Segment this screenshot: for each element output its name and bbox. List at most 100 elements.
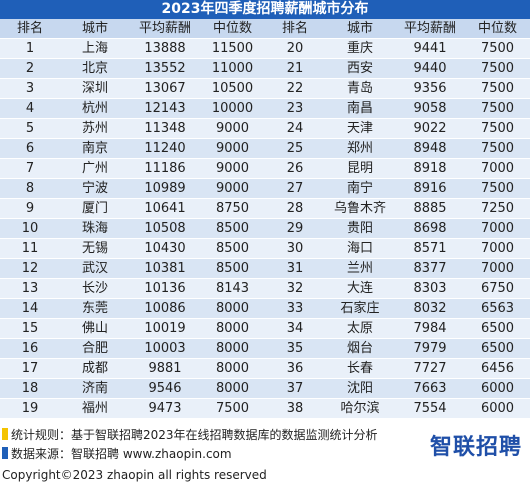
cell-rank: 28 <box>265 198 325 219</box>
cell-rank: 11 <box>0 238 60 259</box>
cell-avg-salary: 13888 <box>130 38 200 59</box>
header-city: 城市 <box>325 19 395 39</box>
table-row: 17 成都 9881 8000 36 长春 7727 6456 <box>0 358 530 379</box>
header-rank: 排名 <box>265 19 325 39</box>
cell-avg-salary: 10641 <box>130 198 200 219</box>
table-row: 5 苏州 11348 9000 24 天津 9022 7500 <box>0 118 530 139</box>
cell-avg-salary: 11240 <box>130 138 200 159</box>
cell-city: 北京 <box>60 58 130 79</box>
cell-avg-salary: 10086 <box>130 298 200 319</box>
cell-avg-salary: 11348 <box>130 118 200 139</box>
cell-median: 8500 <box>200 218 265 239</box>
cell-city: 成都 <box>60 358 130 379</box>
cell-rank: 5 <box>0 118 60 139</box>
cell-rank: 2 <box>0 58 60 79</box>
cell-avg-salary: 10019 <box>130 318 200 339</box>
cell-avg-salary: 8885 <box>395 198 465 219</box>
cell-avg-salary: 9356 <box>395 78 465 99</box>
cell-avg-salary: 9546 <box>130 378 200 399</box>
cell-median: 7250 <box>465 198 530 219</box>
rule-note: 统计规则：基于智联招聘2023年在线招聘数据库的数据监测统计分析 <box>2 427 378 443</box>
cell-avg-salary: 8698 <box>395 218 465 239</box>
cell-rank: 14 <box>0 298 60 319</box>
cell-avg-salary: 8918 <box>395 158 465 179</box>
cell-rank: 26 <box>265 158 325 179</box>
cell-avg-salary: 10989 <box>130 178 200 199</box>
cell-median: 8143 <box>200 278 265 299</box>
cell-median: 7500 <box>465 58 530 79</box>
table-row: 9 厦门 10641 8750 28 乌鲁木齐 8885 7250 <box>0 198 530 219</box>
cell-median: 7500 <box>465 98 530 119</box>
cell-median: 10500 <box>200 78 265 99</box>
cell-avg-salary: 8948 <box>395 138 465 159</box>
table-row: 7 广州 11186 9000 26 昆明 8918 7000 <box>0 158 530 179</box>
cell-rank: 30 <box>265 238 325 259</box>
table-row: 19 福州 9473 7500 38 哈尔滨 7554 6000 <box>0 398 530 419</box>
table-row: 12 武汉 10381 8500 31 兰州 8377 7000 <box>0 258 530 279</box>
cell-rank: 34 <box>265 318 325 339</box>
cell-city: 宁波 <box>60 178 130 199</box>
cell-rank: 29 <box>265 218 325 239</box>
header-avg-salary: 平均薪酬 <box>395 19 465 39</box>
cell-rank: 24 <box>265 118 325 139</box>
table-row: 4 杭州 12143 10000 23 南昌 9058 7500 <box>0 98 530 119</box>
cell-median: 8000 <box>200 378 265 399</box>
header-rank: 排名 <box>0 19 60 39</box>
cell-city: 石家庄 <box>325 298 395 319</box>
table-row: 8 宁波 10989 9000 27 南宁 8916 7500 <box>0 178 530 199</box>
cell-rank: 36 <box>265 358 325 379</box>
cell-city: 大连 <box>325 278 395 299</box>
cell-median: 7500 <box>465 118 530 139</box>
cell-city: 沈阳 <box>325 378 395 399</box>
cell-avg-salary: 9881 <box>130 358 200 379</box>
cell-city: 苏州 <box>60 118 130 139</box>
table-row: 2 北京 13552 11000 21 西安 9440 7500 <box>0 58 530 79</box>
cell-median: 11500 <box>200 38 265 59</box>
cell-median: 7000 <box>465 158 530 179</box>
cell-rank: 16 <box>0 338 60 359</box>
cell-rank: 35 <box>265 338 325 359</box>
cell-median: 7000 <box>465 238 530 259</box>
zhaopin-logo: 智联招聘 <box>429 435 522 460</box>
table-row: 13 长沙 10136 8143 32 大连 8303 6750 <box>0 278 530 299</box>
cell-rank: 27 <box>265 178 325 199</box>
cell-city: 哈尔滨 <box>325 398 395 419</box>
cell-median: 9000 <box>200 158 265 179</box>
cell-rank: 1 <box>0 38 60 59</box>
cell-rank: 3 <box>0 78 60 99</box>
table-row: 11 无锡 10430 8500 30 海口 8571 7000 <box>0 238 530 259</box>
source-text: 数据来源：智联招聘 www.zhaopin.com <box>11 447 232 461</box>
header-row: 排名 城市 平均薪酬 中位数 排名 城市 平均薪酬 中位数 <box>0 19 530 39</box>
cell-avg-salary: 13552 <box>130 58 200 79</box>
rule-text: 统计规则：基于智联招聘2023年在线招聘数据库的数据监测统计分析 <box>11 428 378 442</box>
cell-rank: 38 <box>265 398 325 419</box>
table-row: 15 佛山 10019 8000 34 太原 7984 6500 <box>0 318 530 339</box>
cell-rank: 19 <box>0 398 60 419</box>
cell-rank: 22 <box>265 78 325 99</box>
cell-rank: 31 <box>265 258 325 279</box>
footer: 统计规则：基于智联招聘2023年在线招聘数据库的数据监测统计分析 数据来源：智联… <box>0 419 530 491</box>
cell-avg-salary: 8032 <box>395 298 465 319</box>
cell-avg-salary: 9473 <box>130 398 200 419</box>
cell-avg-salary: 13067 <box>130 78 200 99</box>
cell-median: 10000 <box>200 98 265 119</box>
cell-median: 7500 <box>465 138 530 159</box>
cell-rank: 8 <box>0 178 60 199</box>
cell-city: 济南 <box>60 378 130 399</box>
cell-median: 8000 <box>200 338 265 359</box>
cell-city: 南京 <box>60 138 130 159</box>
cell-avg-salary: 10381 <box>130 258 200 279</box>
cell-rank: 33 <box>265 298 325 319</box>
cell-median: 6563 <box>465 298 530 319</box>
cell-median: 7500 <box>465 38 530 59</box>
table-row: 18 济南 9546 8000 37 沈阳 7663 6000 <box>0 378 530 399</box>
blue-bullet-icon <box>2 447 8 459</box>
cell-median: 8750 <box>200 198 265 219</box>
cell-avg-salary: 7979 <box>395 338 465 359</box>
cell-rank: 17 <box>0 358 60 379</box>
table-row: 14 东莞 10086 8000 33 石家庄 8032 6563 <box>0 298 530 319</box>
cell-city: 郑州 <box>325 138 395 159</box>
cell-rank: 18 <box>0 378 60 399</box>
cell-rank: 12 <box>0 258 60 279</box>
cell-rank: 21 <box>265 58 325 79</box>
